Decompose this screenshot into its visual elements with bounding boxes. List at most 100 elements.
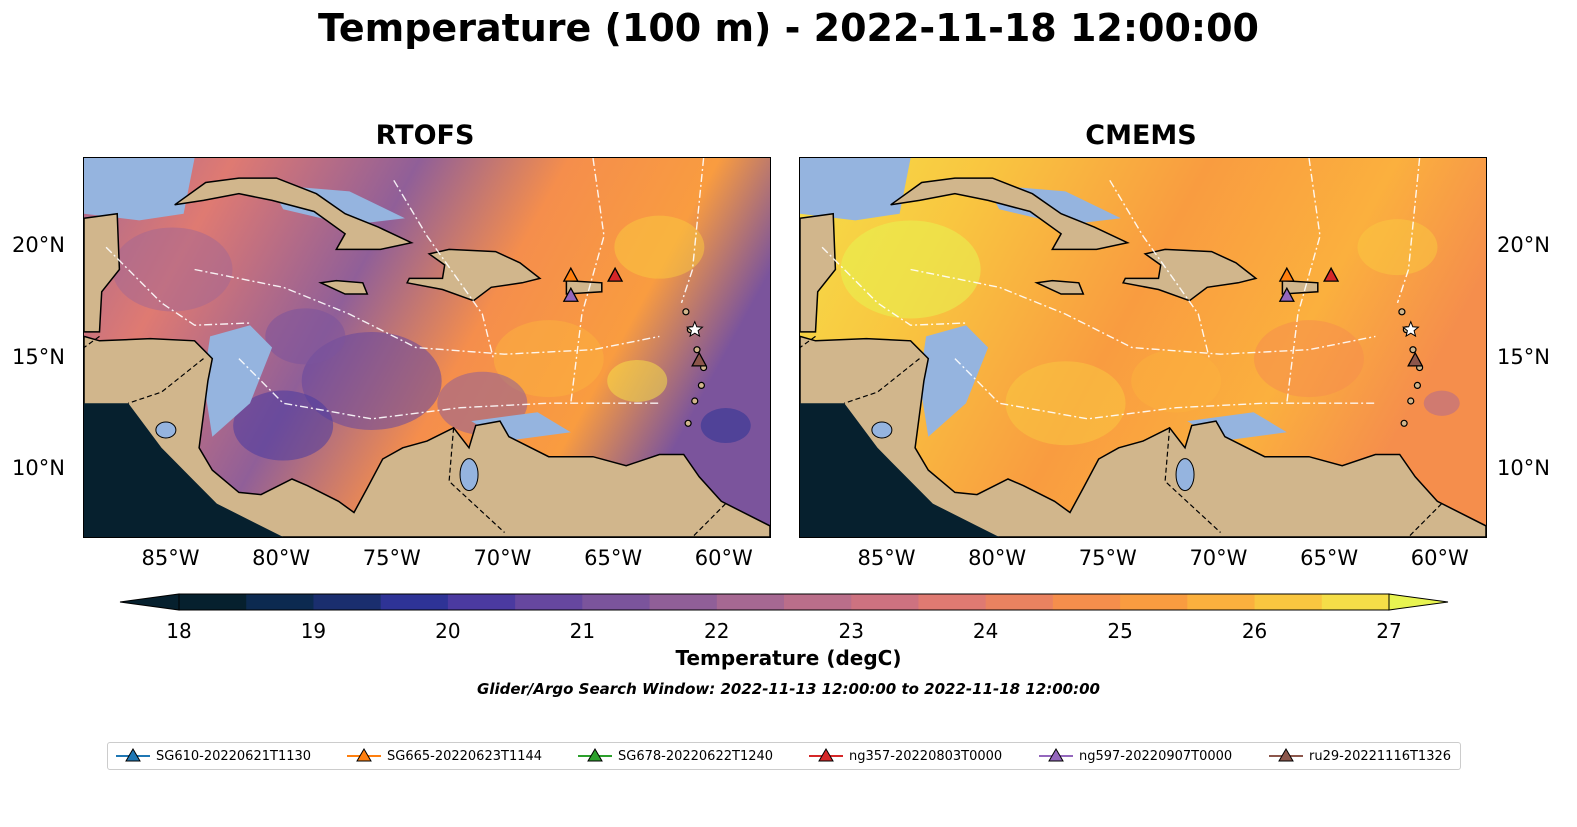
colorbar-segment <box>313 594 382 610</box>
colorbar-segment <box>918 594 987 610</box>
shallow-water <box>203 325 273 437</box>
shallow-water <box>84 158 195 221</box>
eez-boundary <box>570 158 605 404</box>
temperature-blob <box>700 408 751 444</box>
colorbar-tick-label: 27 <box>1376 619 1402 643</box>
lat-tick-label-right: 20°N <box>1497 233 1550 258</box>
country-border <box>448 427 505 533</box>
country-border <box>128 358 204 404</box>
lon-tick-label: 60°W <box>694 546 753 570</box>
eez-boundary <box>194 268 660 355</box>
eez-boundary <box>680 158 705 304</box>
lake-maracaibo <box>1175 458 1195 492</box>
legend: SG610-20220621T1130 SG665-20220623T1144 … <box>107 742 1461 770</box>
temperature-blob <box>1005 361 1126 446</box>
land-south <box>800 335 1486 537</box>
glider-marker-sg665 <box>562 266 579 282</box>
lon-tick-label: 85°W <box>141 546 200 570</box>
argo-marker <box>685 320 704 338</box>
colorbar-segment <box>246 594 314 610</box>
temperature-blob <box>1357 219 1438 276</box>
island <box>684 419 692 427</box>
legend-label: ru29-20221116T1326 <box>1309 748 1452 764</box>
island <box>697 381 706 389</box>
island <box>691 397 699 405</box>
map-panel-cmems <box>799 157 1487 538</box>
eez-boundary <box>910 268 1376 355</box>
legend-item: SG678-20220622T1240 <box>576 743 773 769</box>
island <box>1398 308 1406 316</box>
eez-boundary <box>238 358 660 420</box>
colorbar-tick-label: 26 <box>1241 619 1268 643</box>
panel-title-cmems: CMEMS <box>1085 120 1197 151</box>
country-border <box>1164 427 1221 533</box>
legend-item: SG610-20220621T1130 <box>114 743 311 769</box>
lat-tick-label-right: 15°N <box>1497 344 1550 369</box>
legend-label: SG678-20220622T1240 <box>618 748 774 764</box>
island <box>1400 419 1408 427</box>
colorbar-segment <box>851 594 919 610</box>
lon-tick-label: 75°W <box>1078 546 1137 570</box>
lon-tick-label: 75°W <box>362 546 421 570</box>
colorbar-segment <box>1052 594 1121 610</box>
colorbar-frame <box>178 593 1390 611</box>
glider-marker-ng357 <box>1323 266 1340 282</box>
legend-label: ng597-20220907T0000 <box>1079 748 1233 764</box>
lake-nicaragua <box>155 421 177 439</box>
land-cuba <box>174 177 414 251</box>
legend-item: ng597-20220907T0000 <box>1037 743 1232 769</box>
land-south <box>84 335 770 537</box>
colorbar-segment <box>380 594 449 610</box>
legend-label: SG665-20220623T1144 <box>387 748 543 764</box>
legend-item: SG665-20220623T1144 <box>345 743 542 769</box>
colorbar-segment <box>515 594 583 610</box>
land-puerto-rico <box>565 279 603 295</box>
figure-title: Temperature (100 m) - 2022-11-18 12:00:0… <box>317 6 1259 50</box>
temperature-blob <box>301 331 442 430</box>
island <box>682 308 690 316</box>
colorbar-segment <box>582 594 651 610</box>
legend-marker-icon <box>347 748 381 762</box>
legend-item: ru29-20221116T1326 <box>1267 743 1451 769</box>
lon-tick-label: 80°W <box>968 546 1027 570</box>
colorbar-segment <box>716 594 785 610</box>
colorbar-tick-label: 25 <box>1107 619 1133 643</box>
temperature-blob <box>1131 349 1222 413</box>
eez-boundary <box>821 246 967 326</box>
land-hispaniola <box>405 248 542 302</box>
pacific-ocean <box>800 403 1000 537</box>
colorbar-tick-label: 22 <box>704 619 730 643</box>
temperature-blob <box>493 320 604 398</box>
glider-marker-ng597 <box>1278 286 1295 302</box>
lon-tick-label: 65°W <box>1300 546 1359 570</box>
colorbar-segment <box>784 594 852 610</box>
colorbar-tick-label: 18 <box>166 619 192 643</box>
land-cuba <box>890 177 1130 251</box>
country-border <box>844 358 920 404</box>
land-jamaica <box>1034 279 1085 295</box>
temperature-blob <box>265 308 346 365</box>
lon-tick-label: 85°W <box>857 546 916 570</box>
colorbar-segment <box>985 594 1054 610</box>
land-puerto-rico <box>1281 279 1319 295</box>
colorbar-tick-label: 23 <box>838 619 864 643</box>
eez-boundary <box>1396 158 1421 304</box>
glider-marker-ru29 <box>1407 351 1424 367</box>
panel-title-rtofs: RTOFS <box>375 120 475 151</box>
island <box>1409 346 1417 354</box>
temperature-blob <box>233 390 334 461</box>
colorbar-segment <box>1254 594 1323 610</box>
map-canvas <box>84 158 770 537</box>
temperature-blob <box>607 359 668 402</box>
island <box>1413 381 1422 389</box>
legend-marker-icon <box>1039 748 1073 762</box>
legend-marker-icon <box>116 748 150 762</box>
search-window-caption: Glider/Argo Search Window: 2022-11-13 12… <box>477 680 1100 698</box>
lat-tick-label-left: 10°N <box>12 456 65 481</box>
temperature-blob <box>614 215 705 279</box>
colorbar-segment <box>1187 594 1256 610</box>
pacific-ocean <box>84 403 284 537</box>
island <box>693 346 701 354</box>
map-panel-rtofs <box>83 157 771 538</box>
lon-tick-label: 80°W <box>252 546 311 570</box>
